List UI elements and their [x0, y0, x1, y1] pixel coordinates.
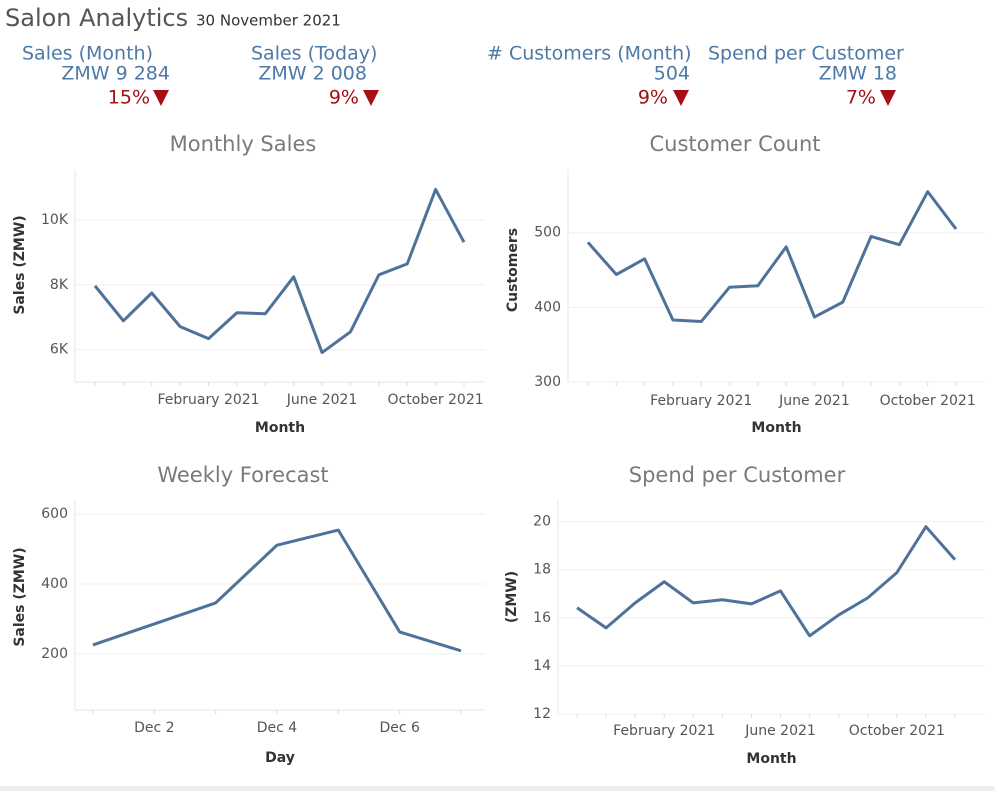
y-axis-title: Customers [505, 228, 521, 312]
x-tick-label: June 2021 [778, 393, 850, 409]
data-line [586, 190, 958, 324]
kpi-arrow [153, 90, 169, 106]
x-tick-label: June 2021 [286, 392, 358, 408]
kpi-change: 7% [846, 87, 876, 109]
chart-title: Weekly Forecast [157, 463, 328, 487]
dashboard-title: Salon Analytics [5, 4, 188, 32]
x-tick-label: Dec 2 [134, 720, 174, 736]
y-tick-label: 500 [534, 225, 561, 241]
x-tick-label: February 2021 [613, 723, 715, 739]
y-tick-label: 14 [533, 658, 551, 674]
kpi-label: Sales (Month) [22, 43, 153, 65]
y-axis-title: Sales (ZMW) [12, 547, 28, 646]
x-axis-title: Month [255, 420, 305, 436]
chart-title: Customer Count [649, 132, 820, 156]
kpi-label: Sales (Today) [251, 43, 377, 65]
y-axis-title: Sales (ZMW) [12, 215, 28, 314]
kpi-change: 9% [638, 87, 668, 109]
chart-title: Spend per Customer [629, 463, 846, 487]
x-tick-label: June 2021 [744, 723, 816, 739]
x-tick-label: Dec 4 [257, 720, 298, 736]
footer-bar [0, 786, 995, 791]
kpi-label: Spend per Customer [708, 43, 904, 65]
y-tick-label: 200 [41, 646, 68, 662]
x-tick-label: February 2021 [650, 393, 752, 409]
y-tick-label: 6K [50, 342, 69, 358]
data-line [576, 525, 957, 638]
kpi-value: ZMW 9 284 [61, 63, 170, 85]
x-tick-label: October 2021 [388, 392, 484, 408]
y-tick-label: 400 [41, 576, 68, 592]
kpi-arrow [673, 90, 689, 106]
kpi-arrow [363, 90, 379, 106]
kpi-value: ZMW 2 008 [258, 63, 367, 85]
y-tick-label: 8K [50, 277, 69, 293]
y-tick-label: 12 [533, 706, 551, 722]
x-tick-label: February 2021 [157, 392, 259, 408]
kpi-label: # Customers (Month) [487, 43, 692, 65]
data-line [93, 187, 466, 355]
kpi-value: 504 [654, 63, 690, 85]
y-axis-title: (ZMW) [504, 571, 520, 623]
chart-title: Monthly Sales [170, 132, 317, 156]
kpi-change: 15% [108, 87, 150, 109]
kpi-value: ZMW 18 [819, 63, 897, 85]
y-tick-label: 20 [533, 514, 551, 530]
x-tick-label: Dec 6 [379, 720, 420, 736]
y-tick-label: 400 [534, 299, 561, 315]
x-tick-label: October 2021 [849, 723, 945, 739]
kpi-change: 9% [329, 87, 359, 109]
y-tick-label: 16 [533, 610, 551, 626]
x-axis-title: Month [751, 420, 801, 436]
kpi-arrow [880, 90, 896, 106]
y-tick-label: 10K [41, 212, 69, 228]
y-tick-label: 600 [41, 506, 68, 522]
x-tick-label: October 2021 [880, 393, 976, 409]
dashboard-date: 30 November 2021 [196, 12, 341, 30]
y-tick-label: 18 [533, 562, 551, 578]
x-axis-title: Day [265, 750, 295, 766]
y-tick-label: 300 [534, 374, 561, 390]
x-axis-title: Month [746, 751, 796, 767]
data-line [92, 528, 462, 653]
